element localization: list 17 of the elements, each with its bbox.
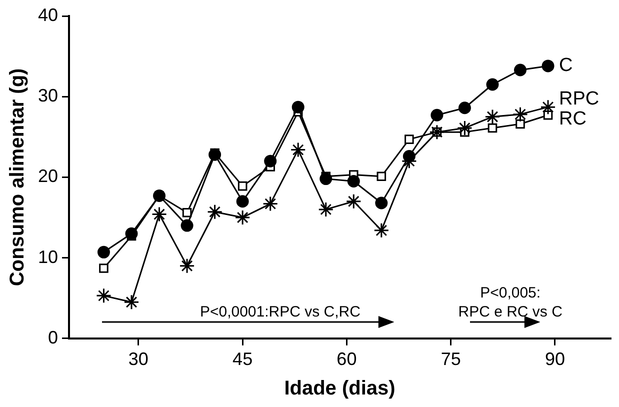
y-tick-label: 30 xyxy=(38,86,58,106)
series-label: RC xyxy=(559,108,586,130)
y-tick-label: 40 xyxy=(38,4,58,25)
y-tick-label: 20 xyxy=(38,166,58,186)
x-tick-label: 75 xyxy=(440,349,461,370)
x-tick-label: 60 xyxy=(336,349,357,370)
series-label: C xyxy=(559,55,573,76)
y-tick-label: 0 xyxy=(48,327,58,348)
annotation: P<0,0001:RPC vs C,RC xyxy=(200,303,361,320)
x-axis-title: Idade (dias) xyxy=(284,378,396,400)
x-tick-label: 45 xyxy=(232,349,253,370)
x-tick-label: 90 xyxy=(544,349,565,370)
annotation: P<0,005: RPC e RC vs C xyxy=(458,284,563,320)
series-label: RPC xyxy=(559,88,600,110)
y-tick-label: 10 xyxy=(38,246,58,267)
y-axis-title: Consumo alimentar (g) xyxy=(6,68,29,286)
x-tick-label: 30 xyxy=(128,349,148,370)
